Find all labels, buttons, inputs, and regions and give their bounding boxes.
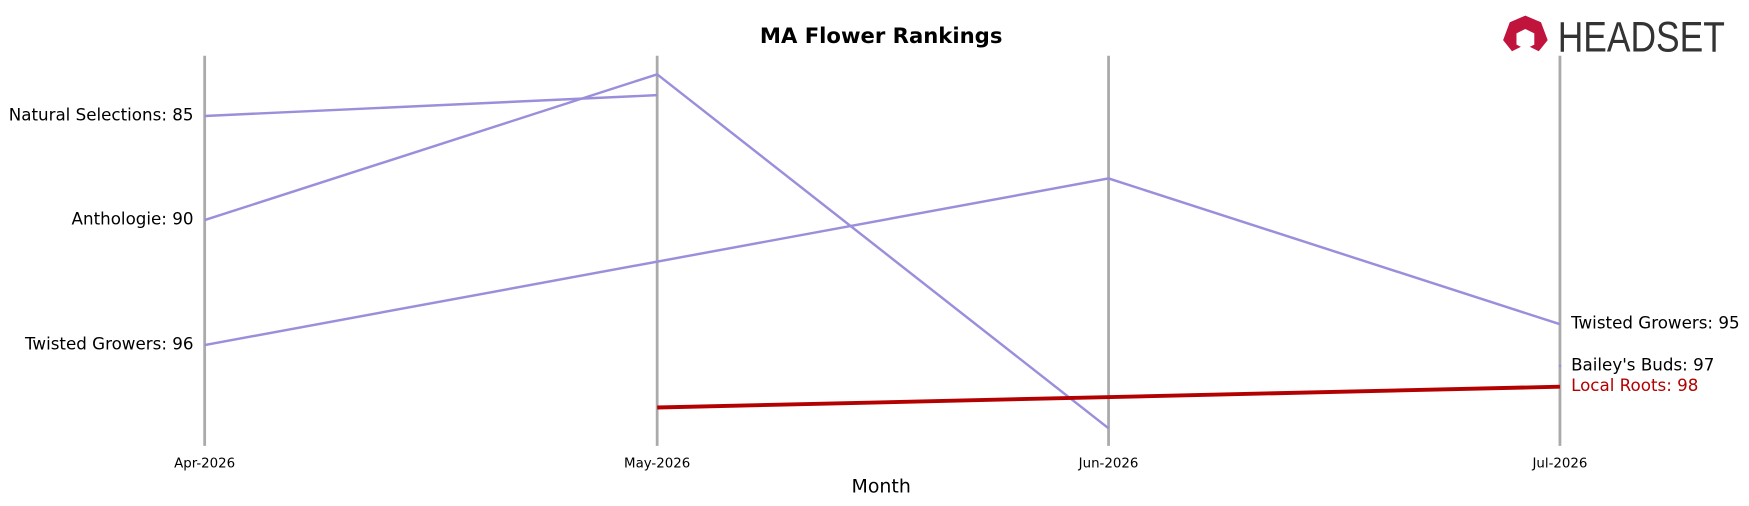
logo: HEADSET bbox=[1503, 13, 1725, 60]
value-label: Anthologie: 90 bbox=[72, 209, 194, 229]
x-tick-label: Apr-2026 bbox=[174, 457, 235, 472]
series-line bbox=[204, 93, 658, 118]
series-line bbox=[657, 384, 1560, 410]
series-line bbox=[204, 177, 1561, 347]
x-tick-label: May-2026 bbox=[624, 457, 690, 472]
chart-title: MA Flower Rankings bbox=[760, 23, 1002, 48]
value-label: Twisted Growers: 96 bbox=[24, 334, 194, 354]
value-label: Twisted Growers: 95 bbox=[1570, 313, 1740, 333]
value-label: Local Roots: 98 bbox=[1571, 375, 1698, 395]
x-axis-label: Month bbox=[852, 476, 911, 498]
x-tick-label: Jun-2026 bbox=[1078, 457, 1139, 472]
logo-text: HEADSET bbox=[1558, 13, 1725, 60]
value-label: Natural Selections: 85 bbox=[9, 104, 194, 124]
logo-icon-inner bbox=[1516, 28, 1535, 50]
x-tick-label: Jul-2026 bbox=[1531, 457, 1587, 472]
series-point bbox=[1558, 364, 1562, 368]
series-line bbox=[204, 72, 1110, 430]
value-label: Bailey's Buds: 97 bbox=[1571, 354, 1714, 374]
